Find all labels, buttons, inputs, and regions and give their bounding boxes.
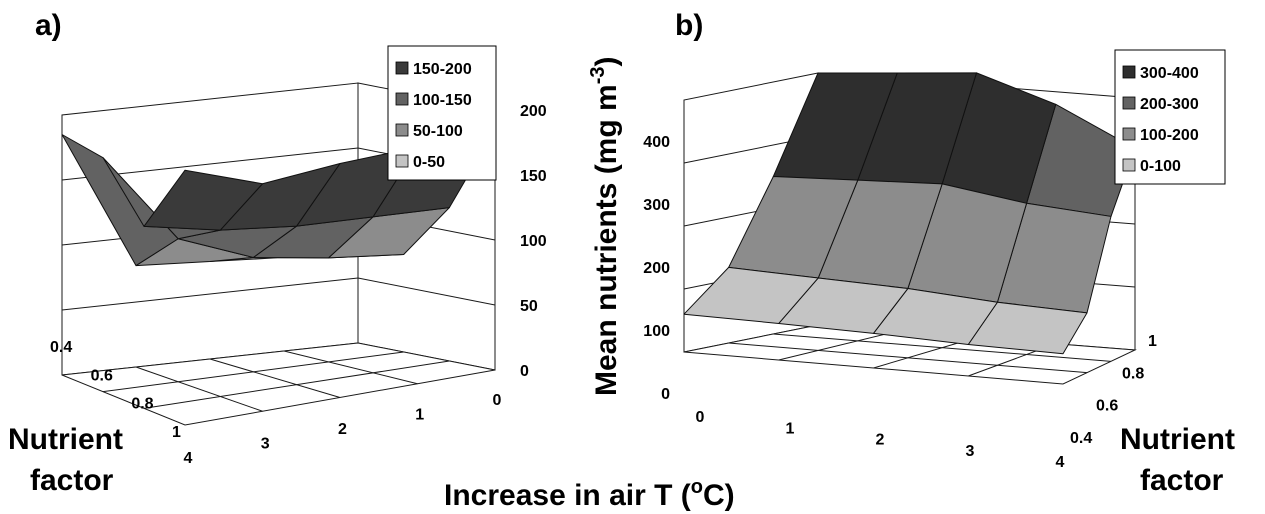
panel-b-y-tick-0.6: 0.6 bbox=[1096, 398, 1118, 415]
panel-b-legend-swatch-3 bbox=[1122, 158, 1136, 172]
panel-b-legend-label-3: 0-100 bbox=[1140, 158, 1181, 175]
panel-b-floor-gridline bbox=[728, 342, 1088, 374]
panel-a-x-ticks: 0 1 2 3 4 bbox=[184, 392, 502, 467]
panel-a-label: a) bbox=[35, 9, 62, 42]
panel-a-surface bbox=[61, 129, 496, 267]
panel-a-y-axis-label-line2: factor bbox=[30, 464, 114, 497]
panel-a-z-ticks: 0 50 100 150 200 bbox=[520, 103, 547, 380]
panel-a-legend-label-3: 0-50 bbox=[413, 154, 445, 171]
panel-a-x-tick-4: 4 bbox=[184, 450, 193, 467]
panel-a-legend: 150-200 100-150 50-100 0-50 bbox=[387, 45, 497, 181]
panel-b-y-tick-0.4: 0.4 bbox=[1070, 430, 1092, 447]
panel-a-y-tick-0.4: 0.4 bbox=[50, 339, 72, 356]
panel-a-floor-gridline bbox=[135, 366, 263, 412]
panel-b-x-tick-2: 2 bbox=[876, 432, 885, 449]
x-axis-label: Increase in air T (oC) bbox=[444, 476, 735, 512]
panel-a-surface-cell-0-3 bbox=[143, 169, 263, 231]
panel-b-x-tick-0: 0 bbox=[696, 409, 705, 426]
panel-a-z-tick-200: 200 bbox=[520, 103, 547, 120]
panel-a-floor-gridline bbox=[143, 360, 450, 409]
panel-a-legend-swatch-1 bbox=[395, 92, 409, 106]
z-axis-label: Mean nutrients (mg m-3) bbox=[587, 57, 623, 397]
panel-a-floor-gridline bbox=[283, 350, 418, 385]
panel-b-legend: 300-400 200-300 100-200 0-100 bbox=[1114, 49, 1226, 185]
panel-b-y-ticks: 0.40.60.81 bbox=[1070, 333, 1157, 447]
panel-a-y-ticks: 0.4 0.6 0.8 1 bbox=[50, 339, 181, 441]
panel-b-x-tick-4: 4 bbox=[1056, 454, 1065, 471]
panel-b-legend-label-1: 200-300 bbox=[1140, 96, 1199, 113]
panel-b-y-axis-label-line2: factor bbox=[1140, 464, 1224, 497]
panel-a-z-tick-150: 150 bbox=[520, 168, 547, 185]
panel-b-x-ticks: 0 1 2 3 4 bbox=[696, 409, 1065, 471]
panel-a-y-tick-1: 1 bbox=[172, 424, 181, 441]
panel-b-y-tick-0.8: 0.8 bbox=[1122, 365, 1144, 382]
panel-b-legend-label-2: 100-200 bbox=[1140, 127, 1199, 144]
panel-a-wall-gridline bbox=[61, 277, 359, 311]
panel-a-legend-label-0: 150-200 bbox=[413, 61, 472, 78]
panel-a-floor-gridline bbox=[102, 351, 404, 393]
panel-a-legend-label-2: 50-100 bbox=[413, 123, 463, 140]
panel-b-legend-swatch-2 bbox=[1122, 127, 1136, 141]
panel-b-z-tick-0: 0 bbox=[661, 386, 670, 403]
panel-a-legend-label-1: 100-150 bbox=[413, 92, 472, 109]
panel-b-z-tick-400: 400 bbox=[643, 134, 670, 151]
panel-a-z-tick-50: 50 bbox=[520, 298, 538, 315]
panel-b-floor-gridline bbox=[778, 330, 898, 361]
panel-b-legend-swatch-1 bbox=[1122, 96, 1136, 110]
panel-b-surface-cell-0-0 bbox=[683, 266, 819, 324]
panel-b-legend-swatch-0 bbox=[1122, 65, 1136, 79]
panel-a-x-tick-0: 0 bbox=[493, 392, 502, 409]
panel-a-y-axis-label-line1: Nutrient bbox=[8, 423, 123, 456]
panel-b-surface bbox=[683, 72, 1136, 355]
panel-b-y-tick-1: 1 bbox=[1148, 333, 1157, 350]
panel-b-x-tick-1: 1 bbox=[786, 420, 795, 437]
panel-a-x-tick-1: 1 bbox=[415, 407, 424, 424]
panel-a-legend-swatch-2 bbox=[395, 123, 409, 137]
panel-b-x-tick-3: 3 bbox=[966, 443, 975, 460]
panel-b-legend-label-0: 300-400 bbox=[1140, 65, 1199, 82]
panel-a-wall-gridline bbox=[357, 277, 496, 306]
panel-a-y-tick-0.6: 0.6 bbox=[91, 367, 113, 384]
panel-a-y-tick-0.8: 0.8 bbox=[131, 396, 153, 413]
panel-a-x-tick-2: 2 bbox=[338, 421, 347, 438]
panel-a-legend-swatch-0 bbox=[395, 61, 409, 75]
panel-a: a) 0 50 100 150 200 0.4 0.6 0.8 1 0 1 2 3 4 Nutrien… bbox=[8, 9, 547, 497]
panel-a-x-tick-3: 3 bbox=[261, 436, 270, 453]
panel-a-z-tick-0: 0 bbox=[520, 363, 529, 380]
panel-a-floor-gridline bbox=[209, 358, 341, 398]
panel-b-z-tick-300: 300 bbox=[643, 197, 670, 214]
panel-b-label: b) bbox=[675, 9, 703, 42]
panel-a-legend-swatch-3 bbox=[395, 154, 409, 168]
panel-b-y-axis-label-line1: Nutrient bbox=[1120, 423, 1235, 456]
panel-b-z-ticks: 0 100 200 300 400 bbox=[643, 134, 670, 403]
panel-a-z-tick-100: 100 bbox=[520, 233, 547, 250]
panel-b-z-tick-100: 100 bbox=[643, 323, 670, 340]
panel-b-floor-gridline bbox=[773, 333, 1112, 362]
panel-b-z-tick-200: 200 bbox=[643, 260, 670, 277]
